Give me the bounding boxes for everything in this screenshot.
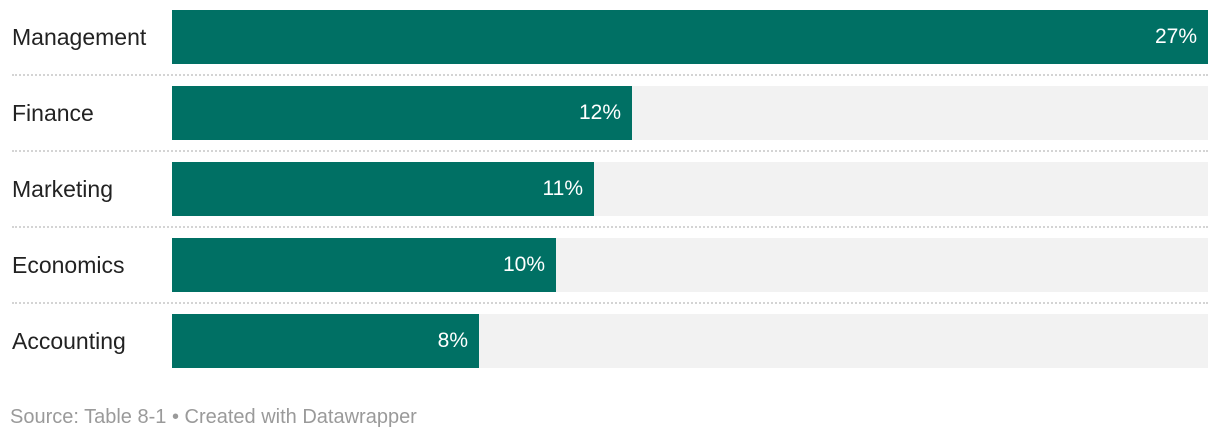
bar-row: Finance 12% bbox=[0, 86, 1220, 162]
bar-track: 27% bbox=[172, 10, 1208, 64]
row-separator bbox=[12, 226, 1208, 228]
category-label: Accounting bbox=[12, 328, 126, 354]
source-footer: Source: Table 8-1 • Created with Datawra… bbox=[10, 406, 417, 428]
bar: 10% bbox=[172, 238, 556, 292]
bar-track: 11% bbox=[172, 162, 1208, 216]
bar-chart: Management 27% Finance 12% Marketing 11% Econo… bbox=[0, 10, 1220, 390]
category-label: Finance bbox=[12, 100, 94, 126]
bar: 12% bbox=[172, 86, 632, 140]
value-label: 27% bbox=[1154, 25, 1197, 48]
value-label: 11% bbox=[542, 177, 583, 200]
bar: 27% bbox=[172, 10, 1208, 64]
category-label: Marketing bbox=[12, 176, 113, 202]
bar-track: 12% bbox=[172, 86, 1208, 140]
category-label: Management bbox=[12, 24, 147, 50]
bar-row: Marketing 11% bbox=[0, 162, 1220, 238]
bar: 11% bbox=[172, 162, 594, 216]
bar-row: Management 27% bbox=[0, 10, 1220, 86]
category-label: Economics bbox=[12, 252, 125, 278]
bar-row: Accounting 8% bbox=[0, 314, 1220, 390]
bar-track: 8% bbox=[172, 314, 1208, 368]
value-label: 12% bbox=[578, 101, 621, 124]
bar-row: Economics 10% bbox=[0, 238, 1220, 314]
value-label: 8% bbox=[437, 329, 468, 352]
row-separator bbox=[12, 150, 1208, 152]
value-label: 10% bbox=[502, 253, 545, 276]
bar-track: 10% bbox=[172, 238, 1208, 292]
row-separator bbox=[12, 302, 1208, 304]
row-separator bbox=[12, 74, 1208, 76]
bar: 8% bbox=[172, 314, 479, 368]
